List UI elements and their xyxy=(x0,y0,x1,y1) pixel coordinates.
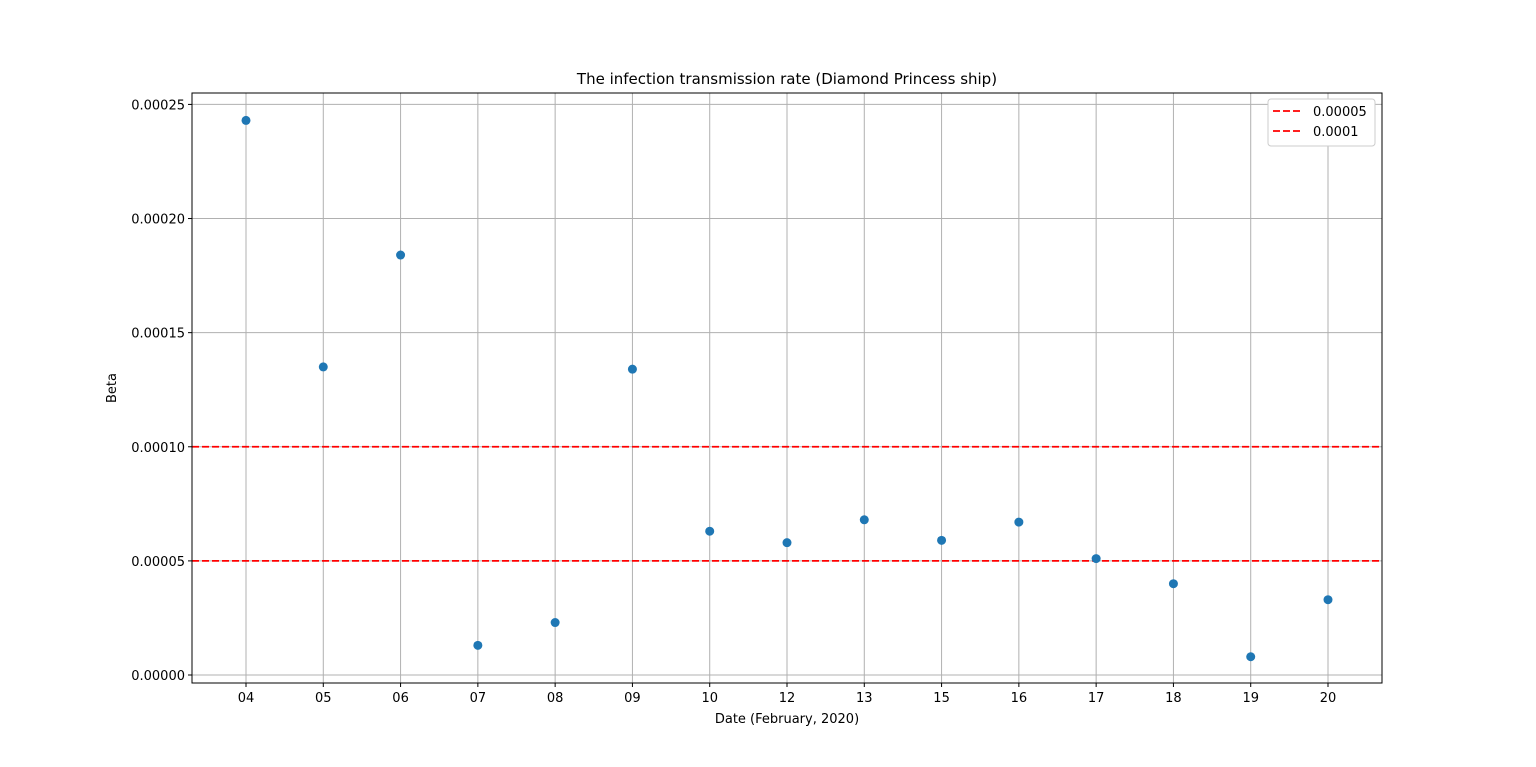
data-point xyxy=(241,115,251,125)
x-tick-label: 06 xyxy=(392,691,409,706)
x-tick-label: 04 xyxy=(238,691,255,706)
data-point xyxy=(937,535,947,545)
y-tick-label: 0.00000 xyxy=(131,669,185,684)
data-point xyxy=(473,640,483,650)
data-point xyxy=(1323,595,1333,605)
data-point xyxy=(782,538,792,548)
y-tick-label: 0.00010 xyxy=(131,441,185,456)
data-point xyxy=(1091,554,1101,564)
data-point xyxy=(550,618,560,628)
x-tick-label: 08 xyxy=(547,691,564,706)
data-point xyxy=(318,362,328,372)
legend-label: 0.00005 xyxy=(1313,105,1367,120)
y-tick-label: 0.00005 xyxy=(131,555,185,570)
x-tick-label: 16 xyxy=(1011,691,1028,706)
x-tick-label: 07 xyxy=(470,691,487,706)
x-axis-label: Date (February, 2020) xyxy=(715,712,859,727)
x-tick-label: 18 xyxy=(1165,691,1182,706)
y-axis: 0.00000 0.00005 0.00010 0.00015 0.00020 0.000… xyxy=(131,98,192,684)
data-point xyxy=(1168,579,1178,589)
chart-title: The infection transmission rate (Diamond… xyxy=(576,70,997,88)
y-tick-label: 0.00020 xyxy=(131,213,185,228)
data-points xyxy=(241,115,1333,662)
x-tick-label: 05 xyxy=(315,691,332,706)
data-point xyxy=(396,250,406,260)
data-point xyxy=(705,526,715,536)
x-tick-label: 09 xyxy=(624,691,641,706)
x-axis: 04 05 06 07 08 09 10 12 13 15 16 17 18 19 20 xyxy=(238,683,1337,706)
reference-lines xyxy=(192,445,1382,562)
data-point xyxy=(1246,652,1256,662)
x-tick-label: 15 xyxy=(933,691,950,706)
x-tick-label: 17 xyxy=(1088,691,1105,706)
x-tick-label: 19 xyxy=(1242,691,1259,706)
x-tick-label: 12 xyxy=(779,691,796,706)
x-tick-label: 13 xyxy=(856,691,873,706)
data-point xyxy=(859,515,869,525)
y-axis-label: Beta xyxy=(105,373,120,403)
data-point xyxy=(1014,517,1024,527)
data-point xyxy=(627,364,637,374)
legend: 0.00005 0.0001 xyxy=(1267,98,1376,147)
y-tick-label: 0.00025 xyxy=(131,98,185,113)
y-tick-label: 0.00015 xyxy=(131,327,185,342)
x-tick-label: 20 xyxy=(1320,691,1337,706)
x-tick-label: 10 xyxy=(701,691,718,706)
legend-label: 0.0001 xyxy=(1313,125,1359,140)
